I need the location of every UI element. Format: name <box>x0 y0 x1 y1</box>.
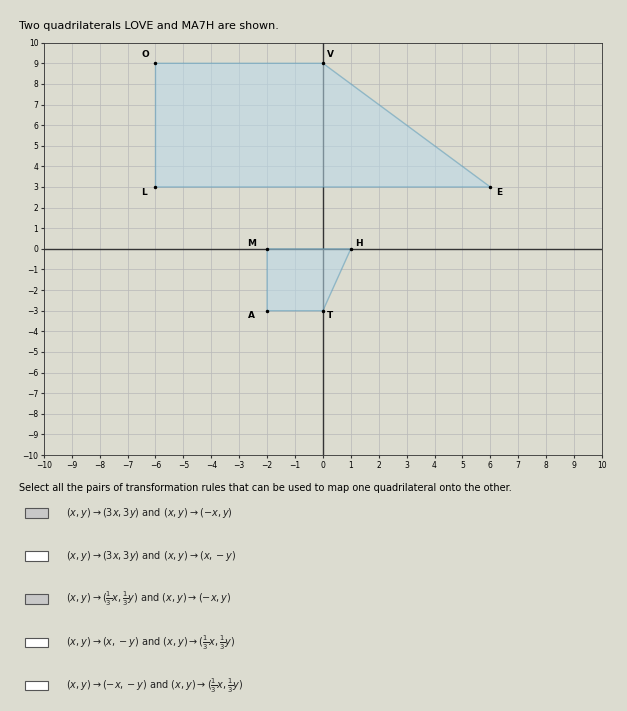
Text: O: O <box>142 50 149 59</box>
FancyBboxPatch shape <box>24 551 48 561</box>
Text: Select all the pairs of transformation rules that can be used to map one quadril: Select all the pairs of transformation r… <box>19 483 512 493</box>
Text: $(x, y)\rightarrow(x, -y)$ and $(x, y)\rightarrow(\frac{1}{3}x, \frac{1}{3}y)$: $(x, y)\rightarrow(x, -y)$ and $(x, y)\r… <box>66 634 235 651</box>
Text: H: H <box>355 239 362 247</box>
FancyBboxPatch shape <box>24 681 48 690</box>
Text: $(x, y)\rightarrow(3x, 3y)$ and $(x, y)\rightarrow(-x, y)$: $(x, y)\rightarrow(3x, 3y)$ and $(x, y)\… <box>66 506 233 520</box>
Text: $(x, y)\rightarrow(3x, 3y)$ and $(x, y)\rightarrow(x, -y)$: $(x, y)\rightarrow(3x, 3y)$ and $(x, y)\… <box>66 549 236 563</box>
Polygon shape <box>155 63 490 187</box>
FancyBboxPatch shape <box>24 638 48 647</box>
Text: E: E <box>496 188 502 197</box>
Text: M: M <box>248 239 256 247</box>
Text: T: T <box>327 311 334 320</box>
Text: L: L <box>142 188 147 197</box>
FancyBboxPatch shape <box>24 508 48 518</box>
Text: A: A <box>248 311 255 320</box>
FancyBboxPatch shape <box>24 594 48 604</box>
Polygon shape <box>267 249 351 311</box>
Text: V: V <box>327 50 334 59</box>
Text: $(x, y)\rightarrow(\frac{1}{3}x, \frac{1}{3}y)$ and $(x, y)\rightarrow(-x, y)$: $(x, y)\rightarrow(\frac{1}{3}x, \frac{1… <box>66 590 231 609</box>
Text: Two quadrilaterals LOVE and MA7H are shown.: Two quadrilaterals LOVE and MA7H are sho… <box>19 21 278 31</box>
Text: $(x, y)\rightarrow(-x, -y)$ and $(x, y)\rightarrow(\frac{1}{3}x, \frac{1}{3}y)$: $(x, y)\rightarrow(-x, -y)$ and $(x, y)\… <box>66 677 243 695</box>
